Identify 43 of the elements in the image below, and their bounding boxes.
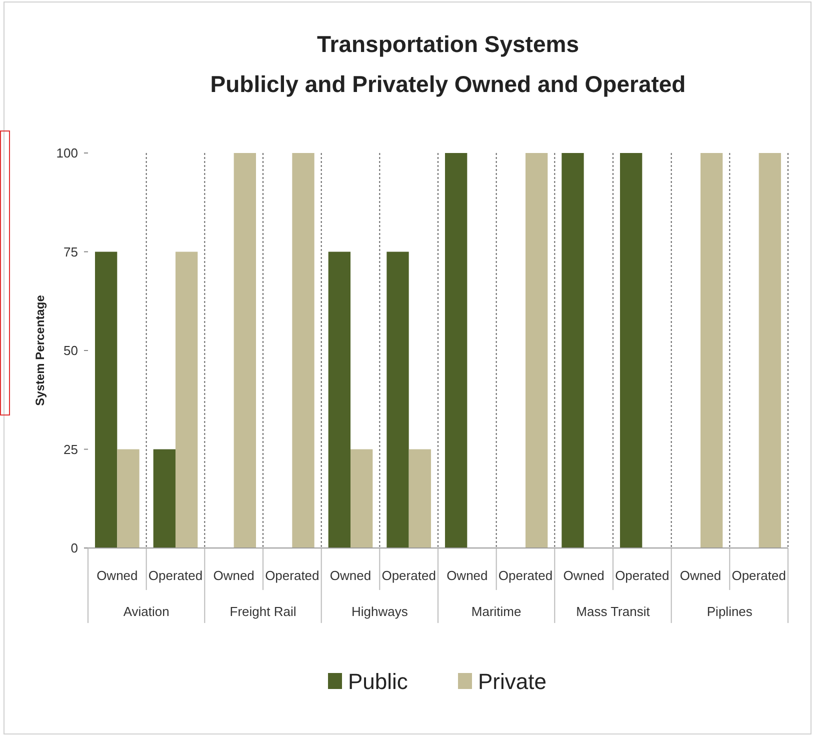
x-tick-label: Owned xyxy=(446,568,488,583)
bar xyxy=(176,252,198,548)
bar xyxy=(445,153,468,548)
text: Maritime xyxy=(471,604,522,619)
text: Freight Rail xyxy=(230,604,296,619)
x-tick-label: Operated xyxy=(498,568,553,583)
bar xyxy=(292,153,314,548)
bar xyxy=(526,153,548,548)
text: Highways xyxy=(351,604,408,619)
bar xyxy=(328,252,350,548)
x-tick-label: Owned xyxy=(563,568,604,583)
legend-label: Public xyxy=(348,669,408,694)
text: Piplines xyxy=(706,604,753,619)
chart-title: Transportation Systems Publicly and Privately Owned and Operated xyxy=(210,31,686,97)
bar xyxy=(350,449,373,548)
y-axis-title: System Percentage xyxy=(33,294,47,406)
x-tick-label: Owned xyxy=(96,568,138,583)
text: Aviation xyxy=(123,604,170,619)
text: Mass Transit xyxy=(576,604,650,619)
x-tick-label: Operated xyxy=(615,568,670,583)
x-tick-label: Operated xyxy=(265,568,320,583)
y-tick-label: 75 xyxy=(64,244,78,260)
bar xyxy=(758,153,781,548)
bar xyxy=(562,153,584,548)
x-tick-label: Owned xyxy=(213,568,254,583)
y-tick-label: 0 xyxy=(70,540,78,556)
bar xyxy=(386,252,409,548)
y-tick-label: 100 xyxy=(56,146,78,161)
x-tick-label: Operated xyxy=(382,568,436,583)
x-tick-label: Owned xyxy=(680,568,722,583)
bar xyxy=(117,449,140,548)
bar xyxy=(234,153,256,548)
x-tick-label: Operated xyxy=(148,568,203,583)
y-tick-label: 25 xyxy=(64,442,78,457)
y-tick-label: 50 xyxy=(64,343,78,358)
x-tick-label: Operated xyxy=(732,568,786,583)
legend-label: Private xyxy=(478,669,546,694)
bar xyxy=(620,153,642,548)
bar xyxy=(408,449,431,548)
bar xyxy=(153,449,176,548)
x-tick-label: Owned xyxy=(330,568,372,583)
bar xyxy=(700,153,723,548)
bar xyxy=(95,252,118,548)
